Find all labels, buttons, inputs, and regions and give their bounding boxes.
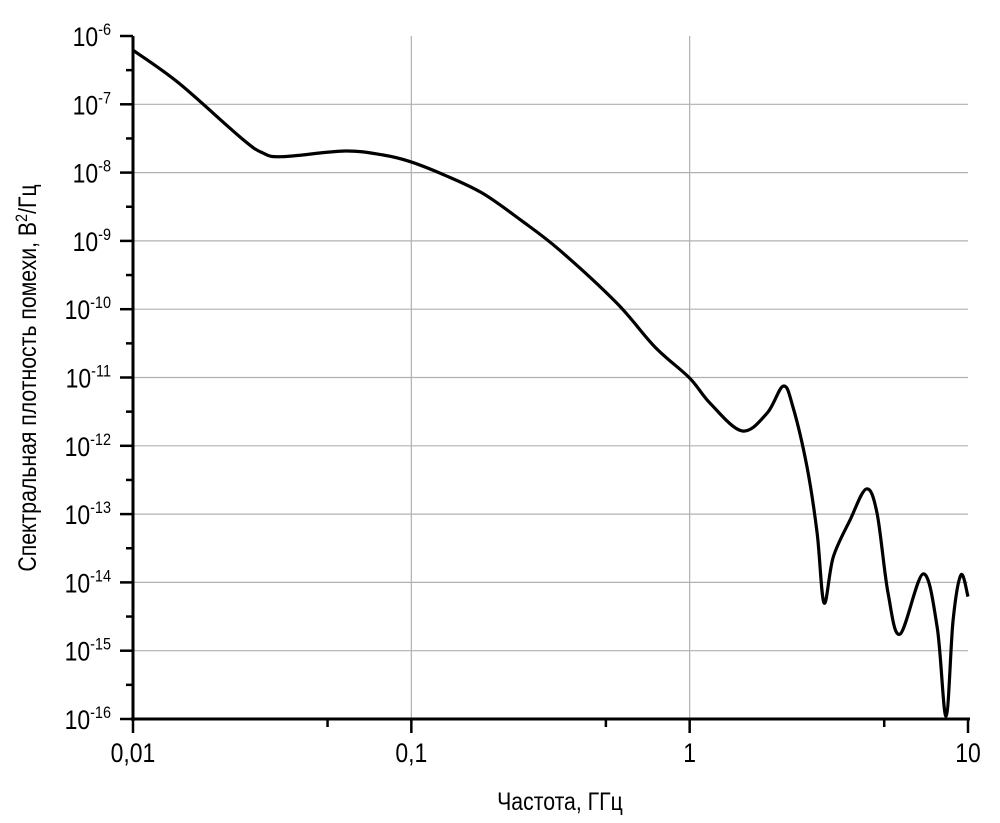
y-tick-exponent: -16 — [90, 704, 111, 722]
y-axis-title: Спектральная плотность помехи, В2/Гц — [13, 184, 41, 571]
axes — [120, 34, 970, 733]
y-tick-label: 10-14 — [65, 567, 112, 598]
x-tick-label: 1 — [683, 738, 696, 768]
y-tick-base: 10 — [73, 22, 99, 52]
y-tick-base: 10 — [65, 637, 91, 667]
y-tick-exponent: -15 — [90, 636, 111, 654]
y-axis-title-main: Спектральная плотность помехи, В — [13, 222, 41, 572]
y-axis-title-sup: 2 — [13, 214, 31, 222]
y-tick-exponent: -14 — [90, 567, 111, 585]
y-tick-label: 10-8 — [73, 158, 112, 189]
y-tick-exponent: -8 — [98, 158, 111, 176]
tick-labels: 10-610-710-810-910-1010-1110-1210-1310-1… — [65, 21, 981, 768]
y-tick-label: 10-12 — [65, 431, 111, 462]
y-tick-base: 10 — [73, 159, 99, 189]
grid — [133, 36, 968, 719]
y-axis-title-tail: /Гц — [13, 184, 41, 214]
x-tick-label: 10 — [955, 738, 981, 768]
y-tick-exponent: -7 — [98, 89, 111, 107]
y-tick-exponent: -11 — [91, 362, 111, 380]
y-tick-label: 10-16 — [65, 704, 112, 735]
y-tick-base: 10 — [66, 364, 92, 394]
y-tick-label: 10-15 — [65, 636, 112, 667]
y-tick-exponent: -6 — [98, 21, 111, 39]
y-tick-exponent: -13 — [90, 499, 111, 517]
y-tick-base: 10 — [73, 227, 99, 257]
y-tick-exponent: -12 — [90, 431, 111, 449]
y-tick-base: 10 — [73, 91, 99, 121]
y-tick-label: 10-10 — [65, 294, 112, 325]
y-tick-label: 10-11 — [66, 362, 111, 393]
x-axis-title: Частота, ГГц — [497, 787, 623, 815]
y-tick-label: 10-7 — [73, 89, 111, 120]
y-tick-label: 10-13 — [65, 499, 112, 530]
series-layer — [132, 48, 970, 718]
y-tick-base: 10 — [65, 295, 91, 325]
spectral-density-line — [132, 48, 970, 718]
y-tick-exponent: -9 — [98, 226, 111, 244]
x-tick-label: 0,1 — [395, 738, 427, 768]
y-tick-base: 10 — [65, 569, 91, 599]
y-tick-base: 10 — [65, 705, 91, 735]
y-tick-exponent: -10 — [90, 294, 111, 312]
y-tick-label: 10-9 — [73, 226, 112, 257]
x-tick-label: 0,01 — [111, 738, 156, 768]
y-tick-base: 10 — [65, 500, 91, 530]
y-tick-label: 10-6 — [73, 21, 112, 52]
y-tick-base: 10 — [65, 432, 91, 462]
